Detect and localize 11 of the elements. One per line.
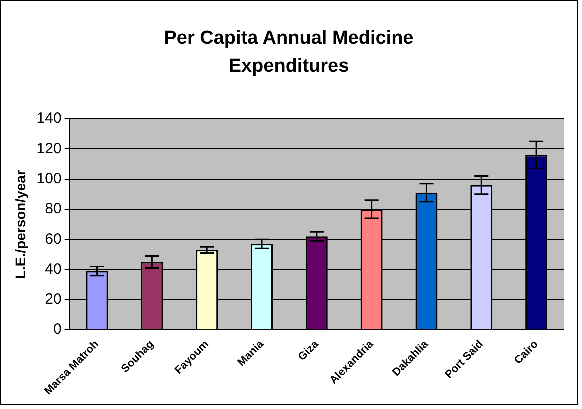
y-axis-title: L.E./person/year [12, 170, 28, 280]
y-tick-label: 20 [45, 291, 62, 308]
chart-title: Per Capita Annual Medicine Expenditures [163, 27, 415, 79]
y-tick-label: 0 [53, 321, 62, 338]
y-tick-label: 120 [36, 140, 62, 158]
y-tick-label: 40 [45, 260, 62, 278]
y-tick-label: 60 [45, 230, 62, 248]
y-tick-label: 80 [45, 200, 62, 218]
y-tick-label: 100 [36, 170, 62, 188]
y-tick-label: 140 [36, 110, 62, 128]
x-tick-label: Giza [296, 338, 322, 364]
